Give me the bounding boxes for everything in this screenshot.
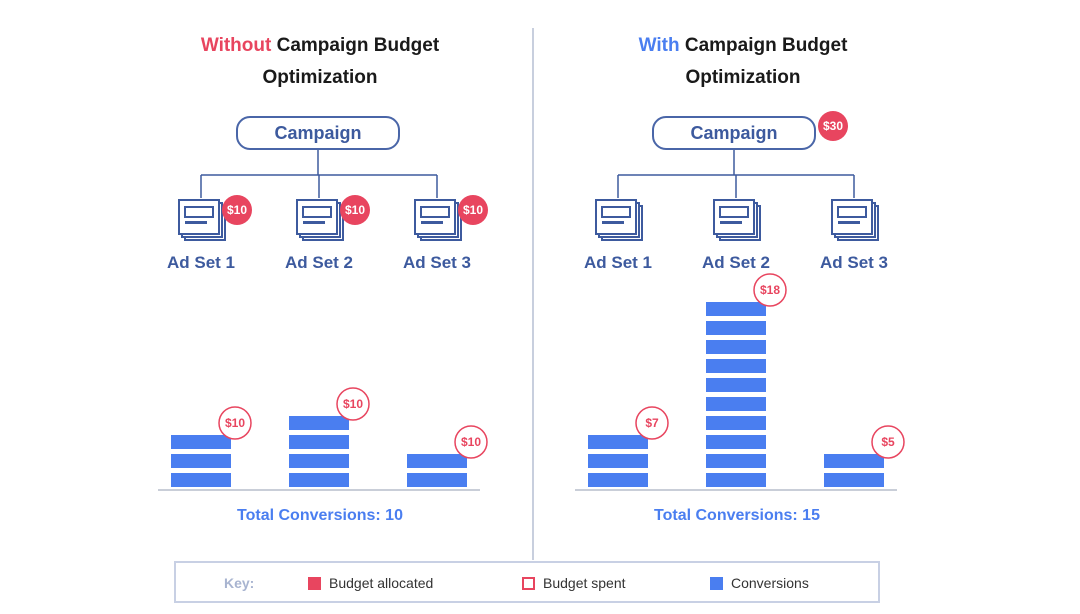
conversion-bar-segment xyxy=(706,378,766,392)
budget-spent-label: $7 xyxy=(645,416,659,430)
conversions-swatch xyxy=(710,577,723,590)
adset-stack-icon xyxy=(595,199,643,241)
budget-spent-label: $18 xyxy=(760,283,780,297)
adset-stack-icon xyxy=(296,199,344,241)
right-title-line2: Optimization xyxy=(685,67,801,88)
right-total-conversions: Total Conversions: 15 xyxy=(654,507,820,524)
conversion-bar-segment xyxy=(706,397,766,411)
key-budget-spent-label: Budget spent xyxy=(543,575,626,591)
conversion-bar-segment xyxy=(706,416,766,430)
conversion-bar-segment xyxy=(289,454,349,468)
conversion-bar-segment xyxy=(706,340,766,354)
budget-spent-swatch xyxy=(522,577,535,590)
key-label: Key: xyxy=(224,575,255,591)
adset-stack-icon xyxy=(178,199,226,241)
budget-spent-badge xyxy=(753,273,787,307)
budget-spent-badge xyxy=(635,406,669,440)
budget-spent-badge xyxy=(454,425,488,459)
budget-spent-label: $10 xyxy=(461,435,481,449)
right-title-accent: With xyxy=(638,35,680,56)
conversion-bar-segment xyxy=(824,473,884,487)
adset-stack-icon xyxy=(713,199,761,241)
conversion-bar-segment xyxy=(706,359,766,373)
conversion-bar-segment xyxy=(289,416,349,430)
conversion-bars: $10 $10 $10 $7 $18 $5 xyxy=(158,273,905,491)
conversion-bar-segment xyxy=(171,473,231,487)
right-panel-title: With Campaign Budget Optimization xyxy=(553,30,933,94)
conversion-bar-segment xyxy=(407,473,467,487)
budget-spent-badge xyxy=(218,406,252,440)
conversion-bar-segment xyxy=(706,473,766,487)
left-adset-2-label: Ad Set 2 xyxy=(284,253,354,272)
budget-spent-label: $10 xyxy=(225,416,245,430)
legend-key: Key: Budget allocated Budget spent Conve… xyxy=(174,561,880,603)
conversion-bar-segment xyxy=(407,454,467,468)
conversion-bar-segment xyxy=(289,435,349,449)
left-campaign-box: Campaign xyxy=(236,116,400,150)
conversion-bar-segment xyxy=(706,435,766,449)
budget-spent-label: $5 xyxy=(881,435,895,449)
conversion-bar-segment xyxy=(706,321,766,335)
conversion-bar-segment xyxy=(171,454,231,468)
left-panel-title: Without Campaign Budget Optimization xyxy=(130,30,510,94)
panel-divider xyxy=(532,28,534,560)
key-budget-allocated-label: Budget allocated xyxy=(329,575,434,591)
connector-lines xyxy=(200,150,855,198)
budget-spent-badge xyxy=(871,425,905,459)
key-conversions: Conversions xyxy=(710,575,809,591)
budget-allocated-swatch xyxy=(308,577,321,590)
right-campaign-box: Campaign xyxy=(652,116,816,150)
left-adset-3-budget-badge: $10 xyxy=(458,195,488,225)
conversion-bar-segment xyxy=(706,454,766,468)
right-adset-2-label: Ad Set 2 xyxy=(701,253,771,272)
left-adset-1-budget-badge: $10 xyxy=(222,195,252,225)
key-budget-spent: Budget spent xyxy=(522,575,626,591)
left-title-accent: Without xyxy=(200,35,272,56)
conversion-bar-segment xyxy=(171,435,231,449)
left-adset-1-label: Ad Set 1 xyxy=(166,253,236,272)
budget-spent-badge xyxy=(336,387,370,421)
left-title-line2: Optimization xyxy=(262,67,378,88)
conversion-bar-segment xyxy=(824,454,884,468)
key-conversions-label: Conversions xyxy=(731,575,809,591)
key-budget-allocated: Budget allocated xyxy=(308,575,433,591)
left-adset-3-label: Ad Set 3 xyxy=(402,253,472,272)
right-campaign-budget-badge: $30 xyxy=(818,111,848,141)
conversion-bar-segment xyxy=(706,302,766,316)
conversion-bar-segment xyxy=(588,454,648,468)
right-title-rest: Campaign Budget xyxy=(684,35,848,56)
left-title-rest: Campaign Budget xyxy=(276,35,440,56)
right-adset-1-label: Ad Set 1 xyxy=(583,253,653,272)
adset-stack-icon xyxy=(414,199,462,241)
adset-stack-icon xyxy=(831,199,879,241)
conversion-bar-segment xyxy=(289,473,349,487)
conversion-bar-segment xyxy=(588,473,648,487)
right-adset-3-label: Ad Set 3 xyxy=(819,253,889,272)
budget-spent-label: $10 xyxy=(343,397,363,411)
adset-icons xyxy=(178,199,879,241)
left-adset-2-budget-badge: $10 xyxy=(340,195,370,225)
left-total-conversions: Total Conversions: 10 xyxy=(237,507,403,524)
conversion-bar-segment xyxy=(588,435,648,449)
